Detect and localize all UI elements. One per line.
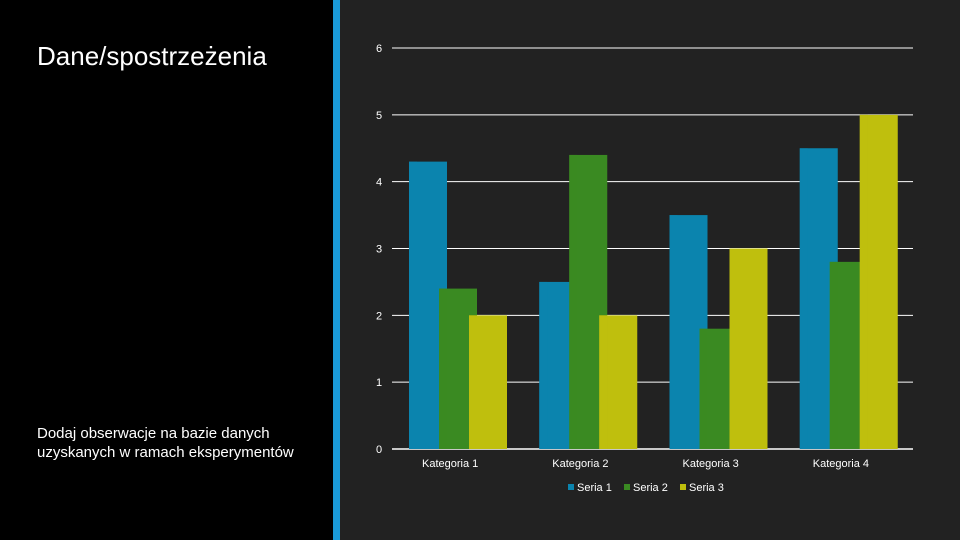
legend-label: Seria 3 bbox=[689, 482, 724, 494]
x-tick-label: Kategoria 4 bbox=[813, 458, 869, 470]
slide-note: Dodaj obserwacje na bazie danych uzyskan… bbox=[37, 425, 294, 461]
y-tick-label: 5 bbox=[376, 110, 382, 122]
bar-highlight bbox=[799, 148, 808, 449]
bar-highlight bbox=[729, 248, 738, 449]
bar-highlight bbox=[829, 261, 838, 449]
x-tick-label: Kategoria 1 bbox=[422, 458, 478, 470]
left-panel bbox=[0, 0, 333, 540]
y-tick-label: 4 bbox=[376, 177, 382, 189]
bar-highlight bbox=[599, 315, 608, 449]
y-tick-label: 2 bbox=[376, 310, 382, 322]
x-tick-label: Kategoria 2 bbox=[552, 458, 608, 470]
legend-swatch bbox=[680, 484, 686, 490]
bar-highlight bbox=[859, 114, 868, 449]
slide-title: Dane/spostrzeżenia bbox=[37, 41, 267, 71]
bar-highlight bbox=[469, 315, 477, 449]
legend-swatch bbox=[568, 484, 574, 490]
x-tick-label: Kategoria 3 bbox=[682, 458, 738, 470]
bar-highlight bbox=[699, 328, 708, 449]
legend-swatch bbox=[624, 484, 630, 490]
bar-highlight bbox=[539, 281, 548, 449]
y-tick-label: 6 bbox=[376, 43, 382, 55]
legend-label: Seria 2 bbox=[633, 482, 668, 494]
bar-highlight bbox=[569, 154, 578, 449]
y-tick-label: 0 bbox=[376, 444, 382, 456]
legend-label: Seria 1 bbox=[577, 482, 612, 494]
y-tick-label: 1 bbox=[376, 377, 382, 389]
bar-highlight bbox=[439, 288, 447, 449]
accent-bar bbox=[333, 0, 340, 540]
y-tick-label: 3 bbox=[376, 244, 382, 256]
bar-highlight bbox=[669, 215, 678, 449]
bar-highlight bbox=[409, 161, 417, 449]
